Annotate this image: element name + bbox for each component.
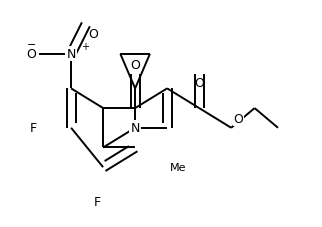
- Text: +: +: [81, 42, 89, 52]
- Text: F: F: [30, 122, 37, 135]
- Text: F: F: [93, 195, 101, 208]
- Text: −: −: [27, 40, 37, 50]
- Text: O: O: [234, 113, 243, 126]
- Text: N: N: [66, 48, 76, 61]
- Text: O: O: [88, 28, 98, 41]
- Text: O: O: [27, 48, 37, 61]
- Text: N: N: [130, 122, 140, 135]
- Text: O: O: [130, 58, 140, 71]
- Text: Me: Me: [170, 163, 186, 173]
- Text: O: O: [194, 77, 204, 90]
